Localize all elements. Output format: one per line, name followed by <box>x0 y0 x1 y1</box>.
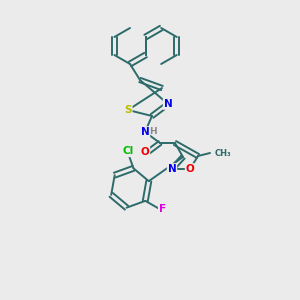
Text: O: O <box>141 147 149 157</box>
Text: S: S <box>124 105 132 115</box>
Text: Cl: Cl <box>123 146 134 156</box>
Text: F: F <box>159 204 166 214</box>
Text: O: O <box>186 164 194 174</box>
Text: N: N <box>164 99 172 109</box>
Text: N: N <box>168 164 176 174</box>
Text: CH₃: CH₃ <box>215 148 232 158</box>
Text: N: N <box>141 127 149 137</box>
Text: H: H <box>149 127 157 136</box>
